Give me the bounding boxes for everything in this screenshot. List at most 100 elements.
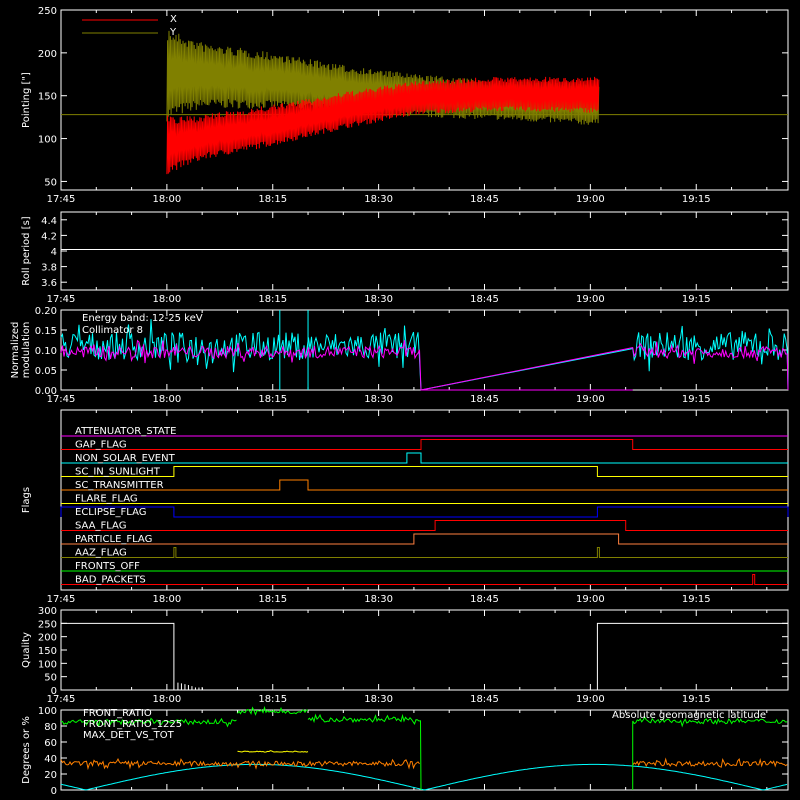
- x-tick-label: 17:45: [47, 394, 76, 405]
- y-tick-label: 0.10: [35, 346, 57, 357]
- y-tick-label: 0.00: [35, 386, 57, 397]
- x-tick-label: 18:45: [470, 694, 499, 705]
- x-tick-label: 19:00: [576, 694, 605, 705]
- y-tick-label: 100: [38, 706, 57, 717]
- y-tick-label: 50: [44, 177, 57, 188]
- flag-bad-packets-label: BAD_PACKETS: [75, 575, 146, 586]
- y-tick-label: 40: [44, 754, 57, 765]
- x-tick-label: 18:30: [364, 394, 393, 405]
- y-axis-label: Quality: [21, 632, 32, 668]
- y-tick-label: 250: [38, 619, 57, 630]
- flag-fronts-off-label: FRONTS_OFF: [75, 561, 140, 572]
- flag-flare-flag-label: FLARE_FLAG: [75, 494, 138, 505]
- y-tick-label: 0.15: [35, 326, 57, 337]
- legend-y-label: Y: [169, 27, 177, 38]
- y-tick-label: 3.6: [41, 278, 57, 289]
- y-tick-label: 0.05: [35, 366, 57, 377]
- y-tick-label: 100: [38, 135, 57, 146]
- x-tick-label: 18:45: [470, 394, 499, 405]
- y-tick-label: 200: [38, 49, 57, 60]
- x-tick-label: 18:30: [364, 594, 393, 605]
- x-tick-label: 19:00: [576, 294, 605, 305]
- x-tick-label: 18:00: [152, 194, 181, 205]
- legend-x-label: X: [170, 14, 177, 25]
- flag-gap-flag-line: [61, 439, 788, 450]
- y-axis-label: Flags: [21, 487, 32, 513]
- y-axis-label: Degrees or %: [21, 716, 32, 784]
- x-tick-label: 18:45: [470, 294, 499, 305]
- series-geomagnetic-latitude: [60, 763, 788, 791]
- y-tick-label: 20: [44, 770, 57, 781]
- flag-sc-in-sunlight-line: [61, 466, 788, 477]
- x-tick-label: 18:15: [258, 294, 287, 305]
- x-tick-label: 18:00: [152, 394, 181, 405]
- x-tick-label: 17:45: [47, 294, 76, 305]
- flag-aaz-flag-label: AAZ_FLAG: [75, 548, 127, 559]
- y-tick-label: 200: [38, 633, 57, 644]
- series-front-ratio: [237, 750, 309, 753]
- x-tick-label: 18:30: [364, 194, 393, 205]
- x-tick-label: 18:15: [258, 394, 287, 405]
- flag-saa-flag-line: [61, 520, 788, 531]
- flag-saa-flag-label: SAA_FLAG: [75, 521, 126, 532]
- y-tick-label: 0.20: [35, 306, 57, 317]
- x-tick-label: 18:45: [470, 194, 499, 205]
- y-tick-label: 3.8: [41, 263, 57, 274]
- flag-sc-transmitter-line: [61, 479, 788, 491]
- legend-max-det-vs-tot: MAX_DET_VS_TOT: [83, 730, 175, 741]
- y-axis-label: Normalizedmodulation: [10, 322, 32, 379]
- x-tick-label: 18:00: [152, 694, 181, 705]
- flag-non-solar-event-line: [61, 452, 788, 464]
- series-modulation-magenta: [60, 339, 789, 391]
- series-x-pointing: [166, 76, 600, 175]
- energy-band-annotation: Energy band: 12-25 keV: [82, 313, 203, 324]
- x-tick-label: 19:15: [682, 394, 711, 405]
- x-tick-label: 18:15: [258, 694, 287, 705]
- x-tick-label: 18:30: [364, 694, 393, 705]
- x-tick-label: 19:00: [576, 194, 605, 205]
- y-axis-label: Pointing ["]: [21, 72, 32, 128]
- panel-0-frame: [60, 9, 789, 191]
- x-tick-label: 17:45: [47, 694, 76, 705]
- panel-1-frame: [60, 211, 789, 291]
- x-tick-label: 18:15: [258, 194, 287, 205]
- x-tick-label: 19:00: [576, 394, 605, 405]
- y-tick-label: 4.2: [41, 231, 57, 242]
- panel-3-frame: [60, 409, 789, 591]
- x-tick-label: 19:00: [576, 594, 605, 605]
- flag-sc-in-sunlight-label: SC_IN_SUNLIGHT: [75, 467, 161, 478]
- flag-particle-flag-line: [61, 533, 788, 545]
- flag-sc-transmitter-label: SC_TRANSMITTER: [75, 480, 164, 491]
- x-tick-label: 19:15: [682, 594, 711, 605]
- series-front-ratio-1225: [60, 705, 788, 791]
- flag-eclipse-flag-label: ECLIPSE_FLAG: [75, 507, 146, 518]
- collimator-annotation: Collimator 8: [82, 325, 143, 336]
- y-tick-label: 50: [44, 673, 57, 684]
- y-axis-label: Roll period [s]: [21, 216, 32, 285]
- y-tick-label: 0: [51, 786, 57, 797]
- legend-geomagnetic-latitude: Absolute geomagnetic latitude: [612, 710, 766, 721]
- y-tick-label: 4: [51, 247, 57, 258]
- flag-attenuator-state-label: ATTENUATOR_STATE: [75, 426, 176, 437]
- flag-bad-packets-line: [61, 574, 788, 585]
- x-tick-label: 19:15: [682, 194, 711, 205]
- flag-aaz-flag-line: [61, 547, 788, 558]
- flag-gap-flag-label: GAP_FLAG: [75, 440, 127, 451]
- y-tick-label: 60: [44, 738, 57, 749]
- x-tick-label: 19:15: [682, 294, 711, 305]
- y-tick-label: 4.4: [41, 216, 57, 227]
- x-tick-label: 18:30: [364, 294, 393, 305]
- x-tick-label: 18:00: [152, 594, 181, 605]
- y-tick-label: 150: [38, 92, 57, 103]
- panel-4-frame: [60, 609, 789, 691]
- series-max-det-vs-tot: [60, 757, 788, 771]
- y-tick-label: 80: [44, 722, 57, 733]
- x-tick-label: 18:00: [152, 294, 181, 305]
- y-tick-label: 300: [38, 606, 57, 617]
- legend-front-ratio: FRONT_RATIO: [83, 708, 152, 719]
- flag-non-solar-event-label: NON_SOLAR_EVENT: [75, 453, 176, 464]
- y-tick-label: 0: [51, 686, 57, 697]
- x-tick-label: 17:45: [47, 594, 76, 605]
- flag-particle-flag-label: PARTICLE_FLAG: [75, 534, 152, 545]
